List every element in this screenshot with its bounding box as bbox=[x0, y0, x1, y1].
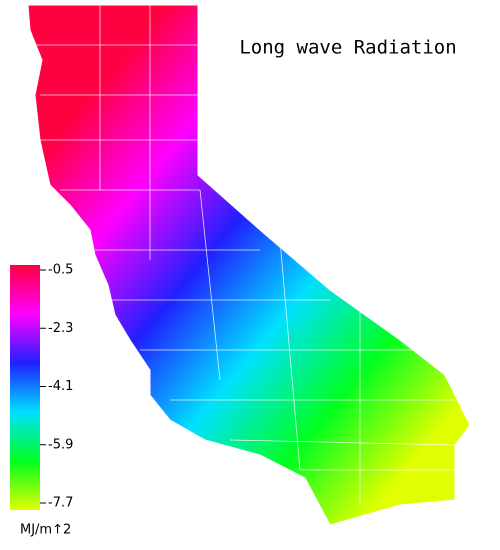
colorbar-tick-label: -5.9 bbox=[48, 437, 73, 452]
colorbar-tick-label: -7.7 bbox=[48, 496, 73, 511]
colorbar-unit: MJ/m↑2 bbox=[20, 523, 71, 538]
california bbox=[27, 4, 471, 526]
colorbar bbox=[10, 265, 40, 510]
colorbar-tick-label: -4.1 bbox=[48, 379, 73, 394]
county-lines bbox=[30, 5, 456, 505]
colorbar-tick-label: -0.5 bbox=[48, 263, 73, 278]
map-title: Long wave Radiation bbox=[239, 37, 456, 59]
colorbar-tick-label: -2.3 bbox=[48, 321, 73, 336]
